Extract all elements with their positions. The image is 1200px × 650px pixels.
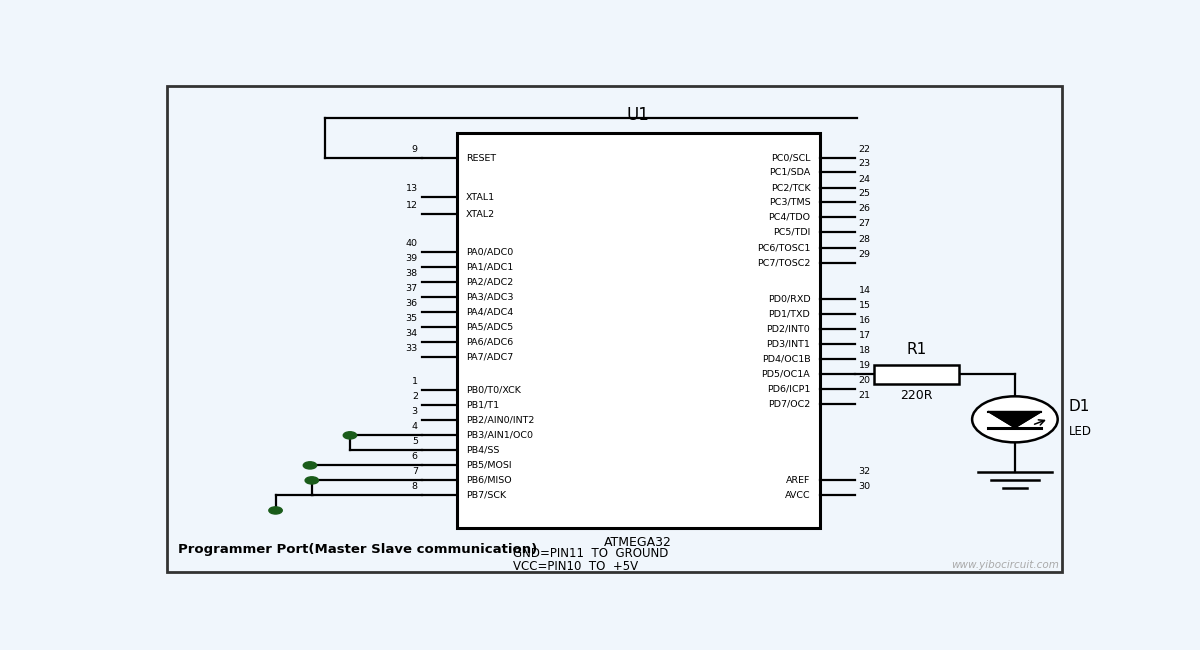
Text: U1: U1 (626, 106, 649, 124)
Text: 16: 16 (859, 317, 871, 325)
Text: XTAL2: XTAL2 (467, 210, 496, 218)
Text: AVCC: AVCC (785, 491, 810, 500)
Text: AREF: AREF (786, 476, 810, 485)
Text: www.yibocircuit.com: www.yibocircuit.com (950, 560, 1058, 571)
Text: PD7/OC2: PD7/OC2 (768, 400, 810, 409)
Text: PD2/INT0: PD2/INT0 (767, 325, 810, 333)
Text: PC4/TDO: PC4/TDO (768, 213, 810, 222)
Text: 5: 5 (412, 437, 418, 447)
Text: PD6/ICP1: PD6/ICP1 (767, 385, 810, 394)
Text: D1: D1 (1069, 399, 1091, 414)
Text: GND=PIN11  TO  GROUND: GND=PIN11 TO GROUND (512, 547, 668, 560)
Text: Programmer Port(Master Slave communication): Programmer Port(Master Slave communicati… (178, 543, 538, 556)
Text: PB7/SCK: PB7/SCK (467, 491, 506, 500)
Text: 12: 12 (406, 201, 418, 210)
Text: PD4/OC1B: PD4/OC1B (762, 355, 810, 364)
Text: 2: 2 (412, 393, 418, 401)
Circle shape (305, 477, 318, 484)
Text: 20: 20 (859, 376, 871, 385)
Text: 27: 27 (859, 219, 871, 228)
Text: PD0/RXD: PD0/RXD (768, 294, 810, 304)
Text: LED: LED (1069, 425, 1092, 438)
Text: PA0/ADC0: PA0/ADC0 (467, 248, 514, 257)
Text: 37: 37 (406, 284, 418, 293)
Text: 21: 21 (859, 391, 871, 400)
Text: 23: 23 (859, 159, 871, 168)
Circle shape (269, 507, 282, 514)
Text: PB5/MOSI: PB5/MOSI (467, 461, 512, 470)
Text: 39: 39 (406, 254, 418, 263)
Text: PA3/ADC3: PA3/ADC3 (467, 292, 514, 302)
Text: 15: 15 (859, 301, 871, 310)
Text: 14: 14 (859, 286, 871, 295)
Text: PB4/SS: PB4/SS (467, 446, 499, 455)
Text: PB0/T0/XCK: PB0/T0/XCK (467, 386, 521, 395)
Text: XTAL1: XTAL1 (467, 192, 496, 202)
Polygon shape (989, 411, 1042, 428)
Text: 6: 6 (412, 452, 418, 462)
Text: PB3/AIN1/OC0: PB3/AIN1/OC0 (467, 431, 533, 440)
Text: PC6/TOSC1: PC6/TOSC1 (757, 244, 810, 253)
Bar (874, 365, 959, 384)
Text: PC0/SCL: PC0/SCL (770, 153, 810, 162)
Text: 7: 7 (412, 467, 418, 476)
Text: 26: 26 (859, 204, 871, 213)
Text: PA6/ADC6: PA6/ADC6 (467, 338, 514, 346)
Text: PD5/OC1A: PD5/OC1A (762, 370, 810, 379)
Text: PD1/TXD: PD1/TXD (768, 310, 810, 318)
Text: PA4/ADC4: PA4/ADC4 (467, 307, 514, 317)
Text: 1: 1 (412, 377, 418, 386)
Text: VCC=PIN10  TO  +5V: VCC=PIN10 TO +5V (512, 560, 638, 573)
Circle shape (343, 432, 356, 439)
Text: 8: 8 (412, 482, 418, 491)
Text: R1: R1 (906, 342, 926, 357)
Text: PC3/TMS: PC3/TMS (769, 198, 810, 207)
Text: 30: 30 (859, 482, 871, 491)
Circle shape (972, 396, 1057, 443)
Text: 3: 3 (412, 408, 418, 417)
Text: 34: 34 (406, 330, 418, 338)
Text: PB1/T1: PB1/T1 (467, 401, 499, 410)
Circle shape (304, 462, 317, 469)
Text: 22: 22 (859, 145, 871, 154)
Text: 38: 38 (406, 269, 418, 278)
Text: 13: 13 (406, 184, 418, 193)
Text: 28: 28 (859, 235, 871, 244)
Text: 17: 17 (859, 332, 871, 340)
Text: PC1/SDA: PC1/SDA (769, 168, 810, 177)
Text: PC7/TOSC2: PC7/TOSC2 (757, 259, 810, 268)
Text: PA1/ADC1: PA1/ADC1 (467, 263, 514, 272)
Text: RESET: RESET (467, 153, 497, 162)
Text: PA7/ADC7: PA7/ADC7 (467, 353, 514, 362)
Text: PB2/AIN0/INT2: PB2/AIN0/INT2 (467, 416, 534, 425)
Text: 29: 29 (859, 250, 871, 259)
Text: 220R: 220R (900, 389, 932, 402)
Text: 9: 9 (412, 145, 418, 154)
Text: 36: 36 (406, 299, 418, 308)
Text: 33: 33 (406, 344, 418, 354)
Text: PD3/INT1: PD3/INT1 (767, 340, 810, 349)
Text: PA5/ADC5: PA5/ADC5 (467, 323, 514, 332)
Text: PC5/TDI: PC5/TDI (773, 227, 810, 237)
Text: 18: 18 (859, 346, 871, 356)
Text: 25: 25 (859, 189, 871, 198)
Text: 40: 40 (406, 239, 418, 248)
Bar (457, 133, 820, 528)
Text: 32: 32 (859, 467, 871, 476)
Text: ATMEGA32: ATMEGA32 (605, 536, 672, 549)
Text: 35: 35 (406, 314, 418, 323)
Text: 24: 24 (859, 175, 871, 184)
Text: PA2/ADC2: PA2/ADC2 (467, 278, 514, 287)
Text: PC2/TCK: PC2/TCK (770, 183, 810, 192)
Text: 19: 19 (859, 361, 871, 370)
Text: 4: 4 (412, 422, 418, 432)
Text: PB6/MISO: PB6/MISO (467, 476, 512, 485)
